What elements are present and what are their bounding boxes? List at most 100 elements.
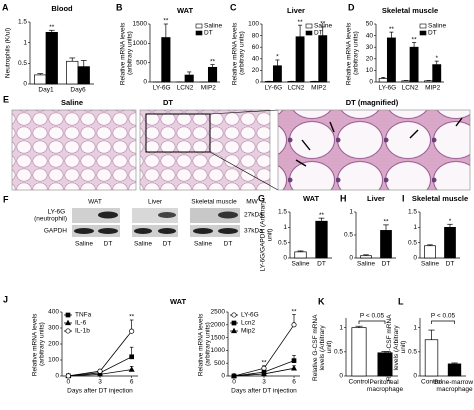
- bar: [294, 251, 307, 259]
- y-tick-label: 1.5: [408, 209, 417, 216]
- band: [158, 228, 176, 234]
- y-tick-label: 1000: [133, 40, 148, 47]
- x-tick-label: Saline: [291, 261, 309, 268]
- y-axis-label: Relative mRNA levels (arbitrary units): [197, 312, 211, 376]
- legend-label: TNFa: [75, 312, 92, 319]
- y-tick-label: 100: [48, 357, 59, 364]
- x-tick-label: 6: [292, 379, 296, 386]
- y-axis-label: Neutrophils (K/ul): [5, 28, 12, 78]
- y-tick-label: 0: [55, 373, 59, 380]
- arrow: [295, 159, 307, 167]
- panel-letter: A: [2, 2, 9, 12]
- x-tick-label: LCN2: [402, 85, 419, 92]
- marker: [97, 371, 103, 377]
- image-label: Saline: [61, 98, 83, 107]
- significance: **: [412, 36, 418, 43]
- panel-letter: I: [402, 193, 405, 203]
- legend-label: Saline: [204, 23, 222, 30]
- legend-swatch: [305, 23, 313, 29]
- legend-label: Lcn2: [241, 320, 255, 327]
- bar: [360, 255, 372, 259]
- error-bar: [412, 42, 417, 48]
- zoom-line: [209, 109, 279, 115]
- significance: **: [298, 19, 304, 26]
- tissue-label: WAT: [88, 199, 102, 206]
- error-bar: [187, 71, 192, 76]
- arrow: [329, 121, 335, 133]
- y-tick-label: 0: [221, 373, 225, 380]
- x-tick-label: Saline: [357, 261, 375, 268]
- y-tick-label: 1500: [211, 334, 226, 341]
- x-tick-label: Day1: [38, 87, 54, 94]
- significance: **: [319, 212, 325, 219]
- x-tick-label: LCN2: [288, 85, 305, 92]
- blot-conditions: Saline DT Saline DT Saline DT: [75, 241, 232, 248]
- y-tick-label: 20: [366, 56, 374, 63]
- marker: [231, 327, 237, 334]
- legend-label: DT: [314, 30, 323, 37]
- y-tick-label: 1: [349, 209, 353, 216]
- y-tick-label: 1.5: [18, 19, 27, 26]
- error-bar: [428, 329, 435, 340]
- blot-row-label: LY-6G (neutrophil): [34, 208, 67, 222]
- marker: [291, 364, 297, 371]
- bracket: [358, 320, 386, 324]
- legend-label: Saline: [314, 23, 332, 30]
- y-axis-label: Relative mRNA levels (arbitrary units): [231, 21, 245, 85]
- y-tick-label: 50: [366, 21, 374, 28]
- y-tick-label: 500: [214, 360, 225, 367]
- chart-title: Skeletal muscle: [412, 194, 468, 203]
- marker: [231, 320, 237, 326]
- bar: [315, 220, 328, 259]
- y-tick-label: 2000: [211, 322, 226, 329]
- histology-image: [11, 109, 137, 191]
- x-tick-label: LY-6G: [153, 85, 171, 92]
- band: [218, 228, 238, 234]
- y-tick-label: 1000: [211, 347, 226, 354]
- chart-title: Liver: [367, 194, 385, 203]
- panel-letter: E: [3, 94, 9, 104]
- marker: [65, 373, 71, 379]
- x-axis-label: Days after DT injection: [231, 388, 297, 395]
- y-tick-label: 0.5: [408, 349, 417, 356]
- annotation: P < 0.05: [431, 313, 456, 320]
- bar: [409, 46, 419, 83]
- y-axis-label: Relative G-CSF mRNA levels (Arbitrary un…: [386, 313, 407, 381]
- blot-strip: [132, 225, 178, 237]
- bar: [45, 31, 58, 85]
- tissue-label: Liver: [148, 199, 163, 206]
- x-tick-label: 3: [98, 379, 102, 386]
- y-tick-label: 300: [48, 325, 59, 332]
- bar: [318, 35, 328, 83]
- y-tick-label: 80: [252, 32, 260, 39]
- y-tick-label: 1: [339, 324, 343, 331]
- bar: [386, 37, 396, 83]
- bar: [432, 64, 442, 83]
- y-tick-label: 100: [248, 21, 259, 28]
- error-bar: [37, 73, 44, 75]
- y-tick-label: 0: [23, 81, 27, 88]
- marker: [129, 354, 135, 360]
- histology-image: [139, 109, 271, 191]
- bar: [444, 226, 456, 259]
- bar: [184, 74, 194, 83]
- y-tick-label: 0.5: [18, 60, 27, 67]
- condition-label: DT: [104, 241, 113, 248]
- x-tick-label: DT: [382, 261, 391, 268]
- legend-label: Saline: [428, 23, 446, 30]
- y-tick-label: 10: [366, 67, 374, 74]
- band: [98, 211, 118, 219]
- marker: [65, 312, 71, 318]
- error-bar: [275, 59, 280, 66]
- marker: [97, 368, 103, 374]
- condition-label: Saline: [194, 241, 212, 248]
- y-tick-label: 0: [283, 255, 287, 262]
- x-tick-label: 0: [232, 379, 236, 386]
- y-tick-label: 40: [252, 56, 260, 63]
- x-tick-label: MIP2: [425, 85, 441, 92]
- legend-swatch: [305, 30, 313, 36]
- x-tick-label: DT: [446, 261, 455, 268]
- chart-title: WAT: [177, 6, 194, 15]
- error-bar: [298, 24, 303, 37]
- x-tick-label: 6: [130, 379, 134, 386]
